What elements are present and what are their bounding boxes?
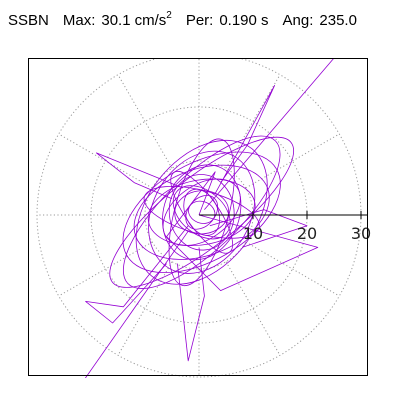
grid-spoke-30 xyxy=(245,133,340,189)
max-value: 30.1 xyxy=(101,12,131,29)
period-label: Per: xyxy=(185,12,214,29)
radial-tick-label-10: 10 xyxy=(243,224,263,243)
chart-header: SSBN Max: 30.1 cm/s2 Per: 0.190 s Ang: 235.0 xyxy=(8,9,357,33)
grid-spoke-120 xyxy=(117,74,173,169)
radial-axis: 10 20 30 xyxy=(199,211,371,243)
trace-segment-8 xyxy=(85,225,189,324)
trace-loop-9 xyxy=(162,178,241,246)
radial-tick-label-20: 20 xyxy=(297,224,317,243)
polar-grid xyxy=(36,58,362,378)
trace-loop-17 xyxy=(168,138,235,287)
angle-value: 235.0 xyxy=(319,12,357,29)
trace-loop-16 xyxy=(143,185,260,239)
trace-segment-6 xyxy=(177,247,205,362)
trace-segment-4 xyxy=(96,152,183,200)
period-value: 0.190 s xyxy=(219,12,269,29)
grid-spoke-330 xyxy=(245,241,340,297)
trace-loop-6 xyxy=(148,150,256,274)
grid-spoke-60 xyxy=(225,74,281,169)
polar-plot: 10 20 30 xyxy=(28,58,371,378)
trace-loop-1 xyxy=(109,136,295,288)
trace-loop-15 xyxy=(188,200,216,224)
trace-segment-7 xyxy=(214,84,276,194)
trace-loop-7 xyxy=(147,178,256,246)
max-unit-exponent: 2 xyxy=(166,10,172,21)
grid-spoke-300 xyxy=(225,261,281,356)
max-unit-base: cm/s xyxy=(134,12,167,29)
max-unit: cm/s2 xyxy=(135,9,172,33)
trace-loop-3 xyxy=(122,151,281,274)
trace-loop-4 xyxy=(135,139,268,285)
motion-trace xyxy=(84,58,335,378)
angle-label: Ang: xyxy=(282,12,314,29)
trace-segment-5 xyxy=(209,209,308,248)
grid-spoke-210 xyxy=(58,241,153,297)
radial-tick-label-30: 30 xyxy=(351,224,371,243)
max-label: Max: xyxy=(62,12,96,29)
plot-frame xyxy=(28,58,368,376)
trace-loop-12 xyxy=(174,190,230,235)
trace-loop-18 xyxy=(170,171,233,254)
station-code: SSBN xyxy=(8,12,49,29)
trace-segment-2 xyxy=(84,230,189,378)
trace-loop-5 xyxy=(133,164,270,260)
trace-loop-10 xyxy=(168,174,235,251)
trace-segment-1 xyxy=(204,58,335,210)
trace-segment-3 xyxy=(166,171,319,292)
trace-loop-11 xyxy=(172,185,231,240)
grid-spoke-150 xyxy=(58,133,153,189)
